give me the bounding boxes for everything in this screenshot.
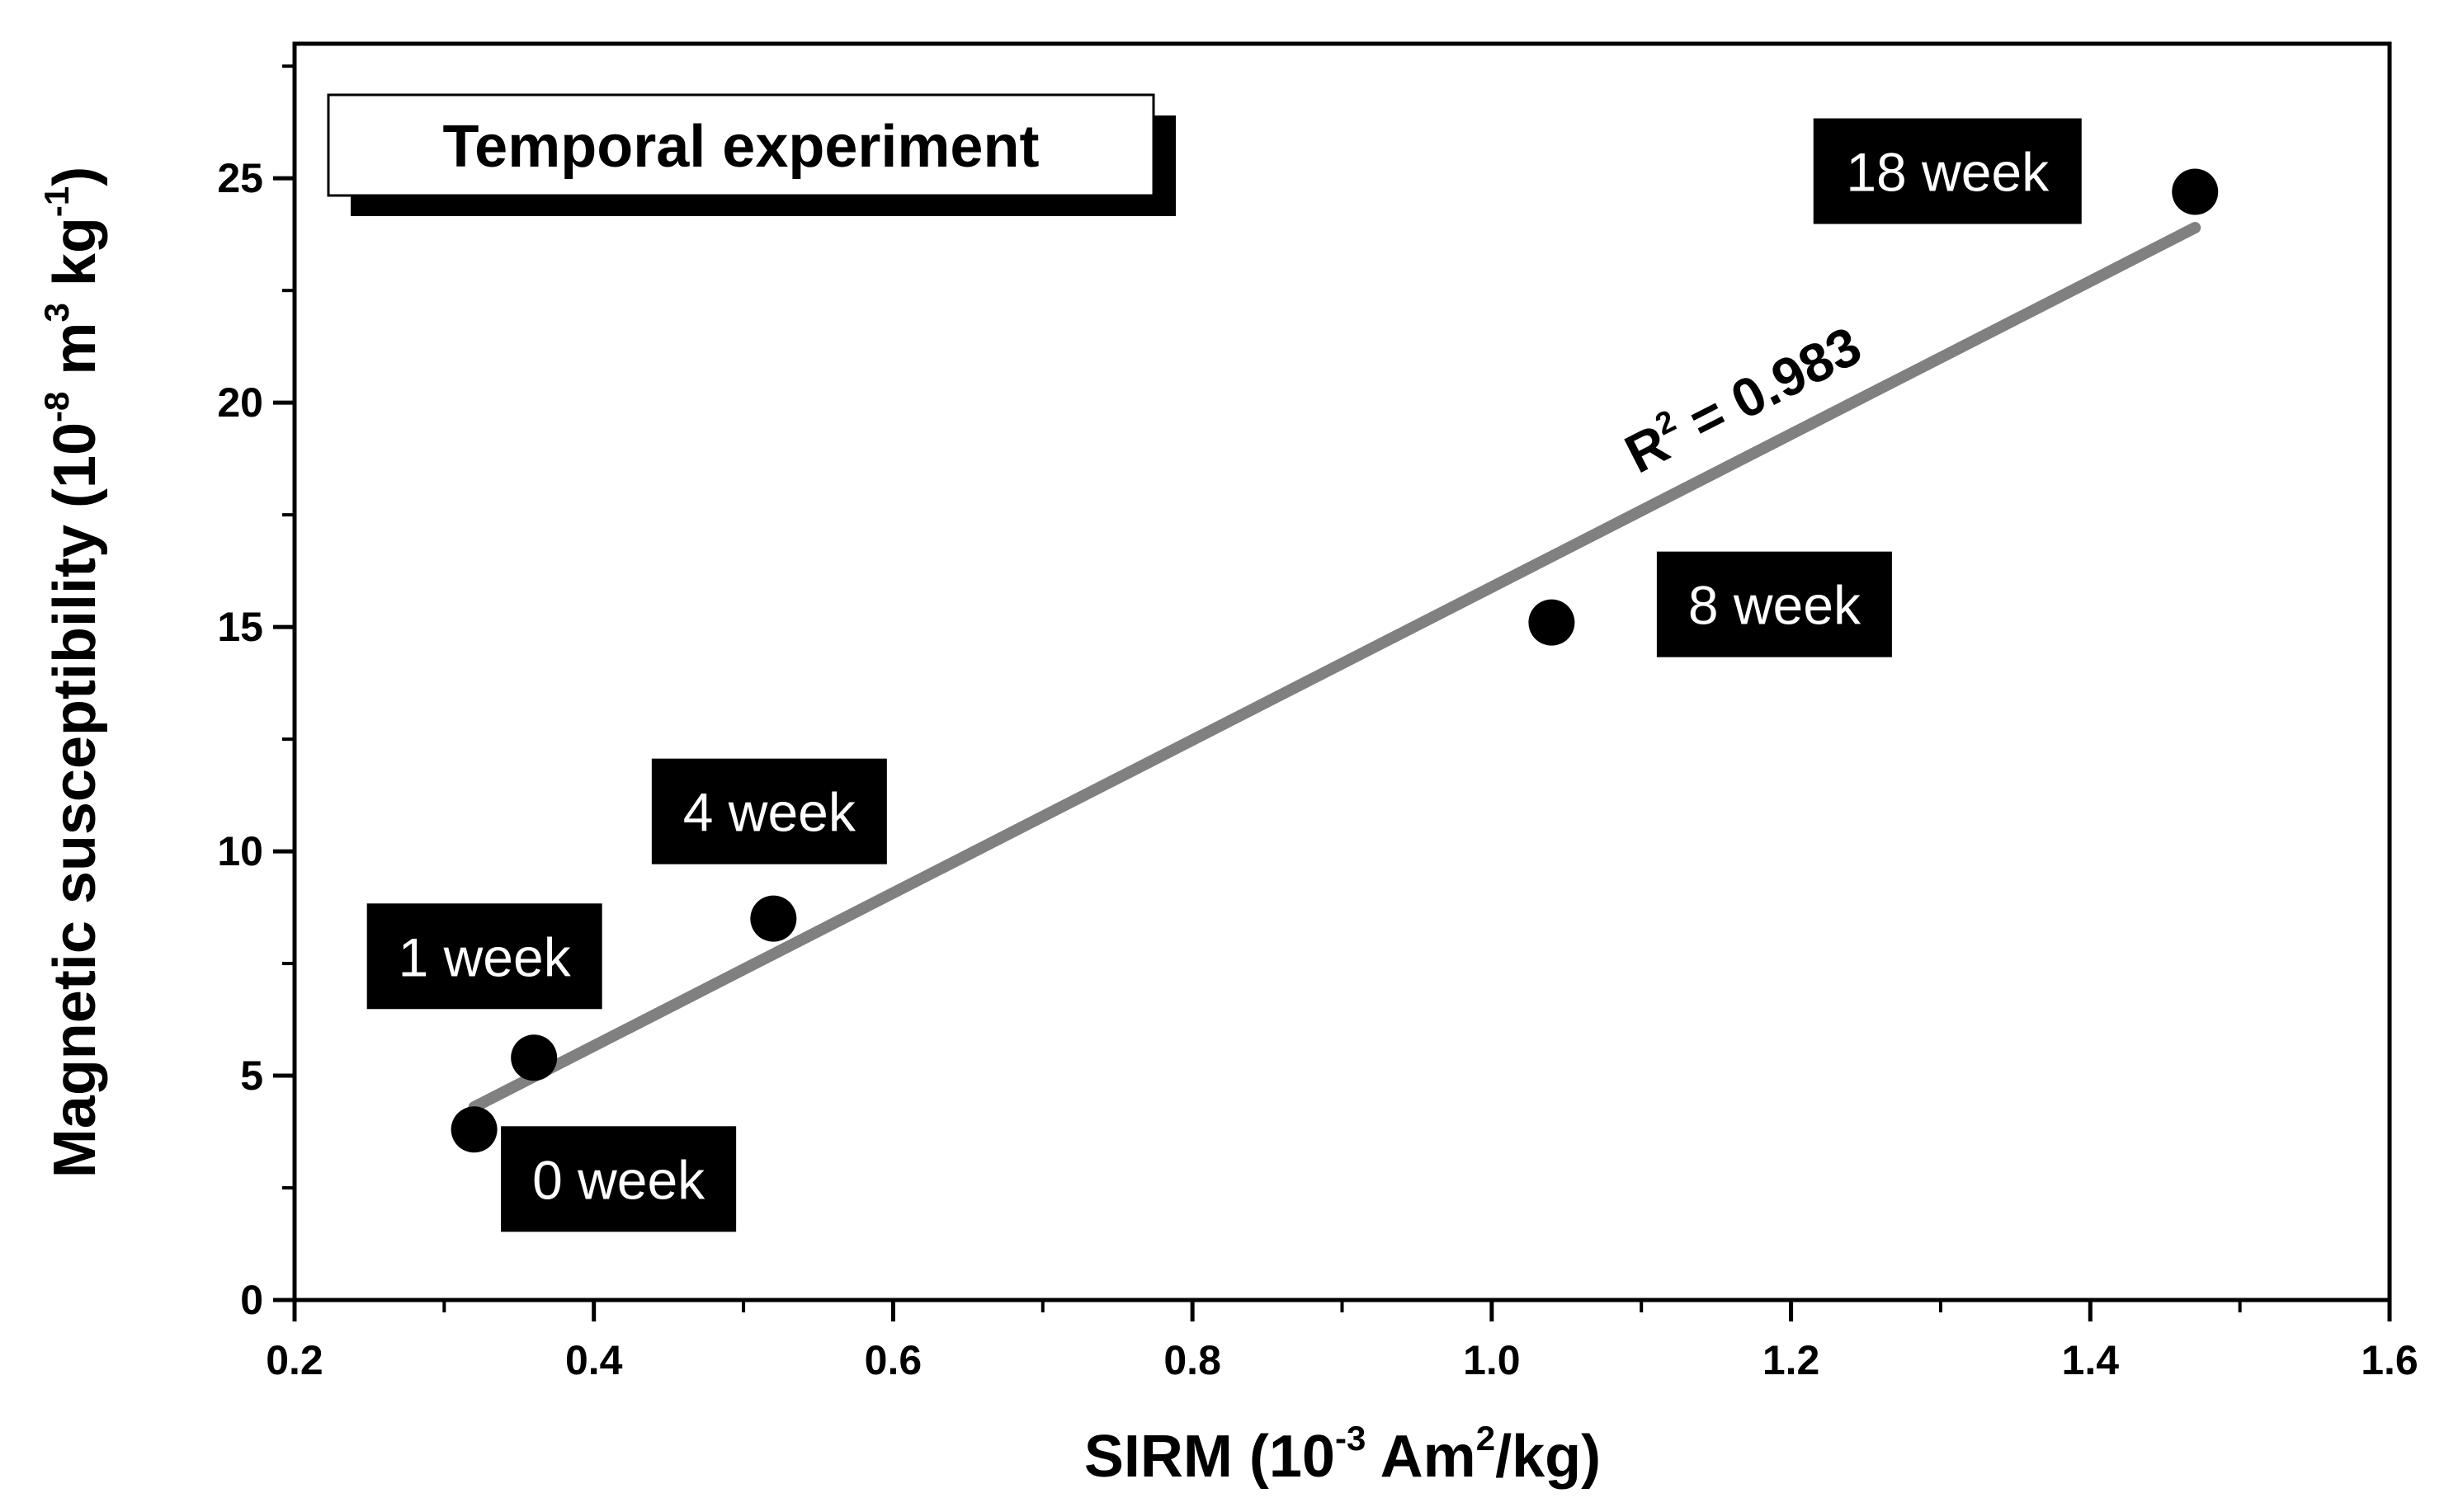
point-label: 18 week (1846, 141, 2050, 202)
y-title-mid: m (42, 323, 108, 392)
chart-title: Temporal experiment (443, 114, 1040, 180)
plot-frame (292, 41, 2392, 1302)
y-title-mid2: kg (42, 217, 108, 303)
x-title-base: SIRM (10 (1084, 1424, 1335, 1490)
x-title-exp2: 2 (1476, 1419, 1495, 1458)
point-label: 8 week (1688, 575, 1862, 636)
x-title-exp1: -3 (1335, 1419, 1366, 1458)
y-tick-label: 10 (217, 828, 263, 874)
x-title-mid: Am (1366, 1424, 1475, 1490)
y-axis-title: Magnetic susceptibility (10-8 m3 kg-1) (37, 167, 108, 1178)
data-point (451, 1106, 498, 1153)
x-tick-label: 0.6 (865, 1337, 923, 1383)
y-tick-label: 15 (217, 604, 263, 650)
point-label-box (1656, 551, 1892, 657)
x-tick-label: 0.2 (266, 1337, 323, 1383)
point-label-box (651, 758, 887, 864)
point-label: 0 week (532, 1149, 705, 1210)
y-title-exp3: -1 (37, 186, 76, 217)
y-axis-ticks: 0 5 10 15 20 25 (217, 64, 295, 1323)
y-title-exp1: -8 (37, 392, 76, 422)
regression-line (468, 222, 2201, 1114)
title-box-frame (327, 93, 1155, 197)
y-tick-label: 20 (217, 379, 263, 426)
y-title-exp2: 3 (37, 303, 76, 322)
data-point (1528, 599, 1575, 646)
y-title-base: Magnetic susceptibility (10 (42, 422, 108, 1178)
point-label-box (366, 903, 602, 1010)
y-tick-label: 0 (240, 1277, 263, 1323)
point-label-box (1813, 118, 2082, 224)
y-title-tail: ) (42, 167, 108, 186)
x-axis-ticks: 0.2 0.4 0.6 0.8 1.0 1.2 1.4 1.6 (266, 1300, 2418, 1383)
data-point (2172, 168, 2219, 215)
y-tick-label: 25 (217, 155, 263, 201)
title-box: Temporal experiment (327, 93, 1176, 216)
data-point (750, 895, 797, 942)
x-tick-label: 1.0 (1463, 1337, 1521, 1383)
x-tick-label: 0.8 (1163, 1337, 1221, 1383)
point-labels-group: 0 week 1 week 4 week 8 week 18 week (366, 118, 2082, 1232)
y-tick-label: 5 (240, 1053, 263, 1099)
fit-group (468, 222, 2201, 1114)
points-group (451, 168, 2219, 1153)
x-tick-label: 1.4 (2062, 1337, 2120, 1383)
point-label: 1 week (399, 926, 572, 987)
point-label-box (501, 1126, 737, 1232)
x-tick-label: 1.6 (2361, 1337, 2418, 1383)
data-point (511, 1034, 558, 1081)
x-tick-label: 0.4 (565, 1337, 623, 1383)
x-title-tail: /kg) (1495, 1424, 1601, 1490)
r2-value: = 0.983 (1666, 314, 1871, 459)
x-axis-title: SIRM (10-3 Am2/kg) (1084, 1419, 1601, 1490)
point-label: 4 week (683, 782, 856, 843)
x-tick-label: 1.2 (1762, 1337, 1820, 1383)
